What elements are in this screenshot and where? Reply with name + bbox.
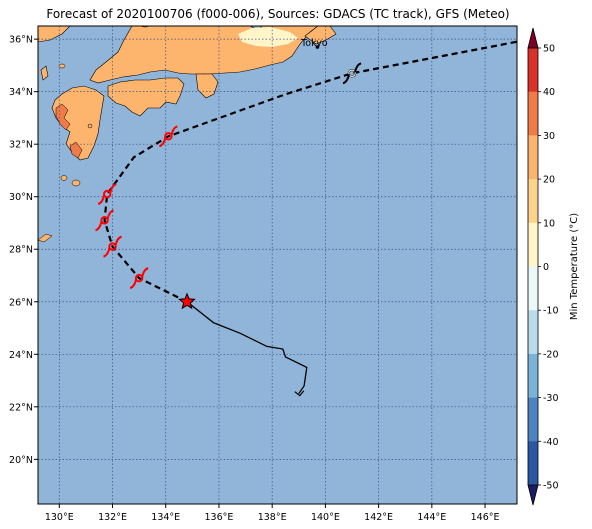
land-korea: [38, 26, 71, 43]
colorbar-tick-label: 20: [543, 175, 555, 186]
island-small-1: [58, 63, 66, 69]
x-tick-label: 142°E: [364, 512, 393, 523]
city-layer: Tokyo: [300, 38, 328, 49]
colorbar-segment: [528, 441, 538, 486]
colorbar: -50 -40 -30 -20 -10 0 10 20 30 40 50 Min Temperatur…: [527, 27, 580, 506]
cyclone-symbol: [97, 183, 117, 206]
colorbar-tick-label: 0: [543, 262, 549, 273]
cyclone-eye: [134, 273, 144, 283]
colorbar-segment: [528, 222, 538, 267]
x-tick-label: 132°E: [98, 512, 127, 523]
track-end-arrow: [294, 390, 305, 397]
past-track-line: [186, 301, 308, 395]
cyclone-symbol: [159, 125, 178, 148]
x-tick-label: 136°E: [205, 512, 234, 523]
colorbar-label: Min Temperature (°C): [569, 213, 580, 320]
colorbar-tick-label: -50: [543, 481, 559, 492]
y-tick-label: 20°N: [9, 455, 33, 466]
colorbar-segment: [528, 266, 538, 311]
land-kyushu-south: [69, 141, 83, 159]
cyclone-arm-top: [109, 183, 117, 194]
colorbar-extend-high: [527, 27, 539, 49]
colorbar-extend-low: [527, 484, 539, 506]
cyclone-arm-bottom: [129, 278, 138, 290]
colorbar-tick-label: -10: [543, 306, 559, 317]
colorbar-tick-label: 10: [543, 218, 555, 229]
island-amami: [38, 233, 53, 243]
colorbar-tick-label: -30: [543, 393, 559, 404]
cyclone-symbol: [103, 235, 122, 258]
cyclone-eye: [108, 242, 117, 251]
cyclone-arm-bottom: [97, 194, 106, 206]
cyclone-arm-top: [106, 209, 114, 220]
colorbar-tick-label: 30: [543, 131, 555, 142]
cyclone-arm-top: [114, 235, 122, 246]
y-tick-label: 34°N: [9, 87, 33, 98]
island-tanegashima: [71, 179, 81, 187]
storm-track: [95, 40, 517, 397]
land-boso: [304, 26, 337, 45]
x-tick-label: 134°E: [151, 512, 180, 523]
city-label: Tokyo: [300, 38, 328, 49]
forecast-track-line: [103, 40, 517, 303]
y-tick-label: 26°N: [9, 297, 33, 308]
land-kii: [195, 73, 219, 99]
colorbar-tick-label: 50: [543, 44, 555, 55]
y-tick-label: 30°N: [9, 192, 33, 203]
colorbar-segment: [528, 135, 538, 180]
x-tick-label: 146°E: [471, 512, 500, 523]
x-tick-label: 138°E: [258, 512, 287, 523]
colorbar-tick-label: -20: [543, 349, 559, 360]
current-position-star: [178, 292, 196, 310]
cyclone-symbol: [95, 209, 114, 232]
cyclone-arm-top: [354, 62, 362, 73]
y-tick-label: 22°N: [9, 402, 33, 413]
colorbar-tick-label: 40: [543, 87, 555, 98]
graticule: [38, 26, 517, 504]
chart-title: Forecast of 2020100706 (f000-006), Sourc…: [46, 7, 510, 21]
x-tick-label: 130°E: [45, 512, 74, 523]
island-yakushima: [60, 175, 68, 181]
cyclone-symbol: [342, 62, 362, 85]
cyclone-eye-inner: [348, 69, 356, 77]
cyclone-arm-top: [141, 267, 149, 278]
cyclone-eye: [164, 132, 173, 141]
land-cold-region: [238, 27, 298, 47]
colorbar-segment: [528, 91, 538, 136]
x-tick-label: 144°E: [417, 512, 446, 523]
longitude-ticks: 130°E 132°E 134°E 136°E 138°E 140°E 142°E 144°E…: [45, 504, 500, 523]
y-tick-label: 36°N: [9, 35, 33, 46]
colorbar-tick-label: -40: [543, 437, 559, 448]
y-tick-label: 28°N: [9, 245, 33, 256]
latitude-ticks: 20°N 22°N 24°N 26°N 28°N 30°N 32°N 34°N 36°N: [9, 35, 38, 466]
x-tick-label: 140°E: [311, 512, 340, 523]
colorbar-segment: [528, 353, 538, 398]
cyclone-eye: [102, 189, 112, 199]
cyclone-arm-bottom: [342, 74, 350, 85]
cyclone-eye: [100, 216, 109, 225]
cyclone-arm-bottom: [103, 247, 111, 258]
y-tick-label: 24°N: [9, 350, 33, 361]
map-frame: [37, 25, 518, 505]
cyclone-arm-bottom: [159, 137, 167, 148]
cyclone-arm-bottom: [95, 221, 103, 232]
colorbar-segment: [528, 48, 538, 93]
colorbar-segment: [528, 397, 538, 442]
land-tsushima: [40, 65, 49, 81]
land-shikoku: [107, 77, 185, 117]
cyclone-arm-top: [170, 125, 178, 136]
y-tick-label: 32°N: [9, 140, 33, 151]
city-marker: [315, 45, 320, 49]
colorbar-segment: [528, 179, 538, 224]
cyclone-symbol: [129, 267, 149, 290]
island-small-2: [87, 123, 93, 129]
colorbar-segment: [528, 310, 538, 355]
ocean-background: [38, 26, 517, 504]
